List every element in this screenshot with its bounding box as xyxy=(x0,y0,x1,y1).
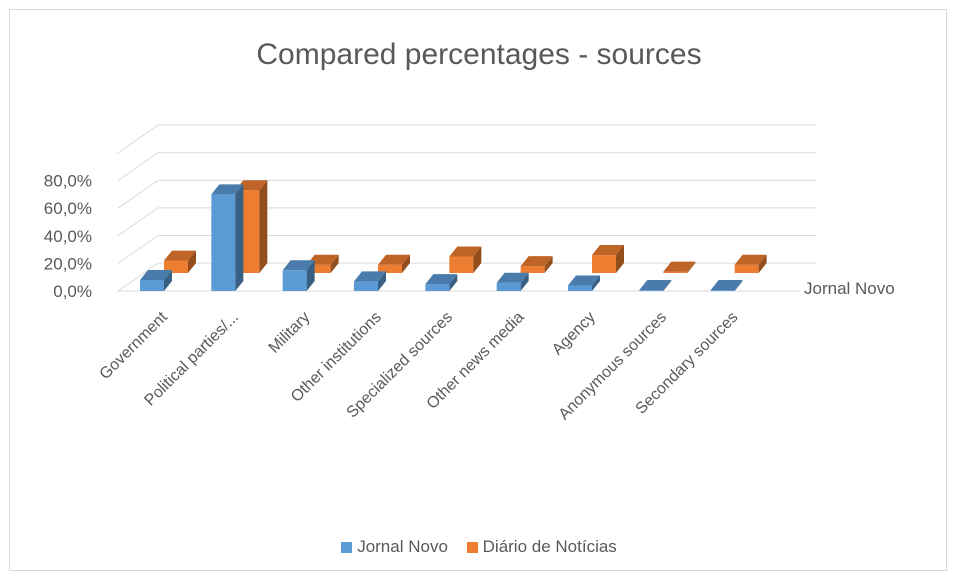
bar-2-6-top xyxy=(592,245,624,256)
bar-2-4-side xyxy=(473,246,482,273)
category-label-2: Military xyxy=(266,309,314,357)
gridline-diagonal-top xyxy=(117,124,159,154)
bar-2-2-side xyxy=(330,254,339,273)
bar-1-5-front xyxy=(496,282,521,291)
bar-1-8-front xyxy=(710,290,735,291)
bar-2-3-top xyxy=(378,254,410,265)
bar-1-1-top xyxy=(211,184,244,195)
chart-frame xyxy=(9,9,947,571)
bar-2-5-top xyxy=(520,256,553,267)
bar-1-8-top xyxy=(710,280,743,290)
legend-label-series-2: Diário de Notícias xyxy=(482,537,617,556)
gridline-diagonal-2 xyxy=(117,207,159,237)
bar-2-5-front xyxy=(520,266,545,273)
bar-1-3-top xyxy=(354,271,386,282)
bar-2-3-side xyxy=(402,254,410,273)
legend-item-series-1: Jornal Novo xyxy=(341,537,448,557)
bar-1-3-side xyxy=(378,271,386,291)
bar-2-8-top xyxy=(734,254,767,265)
bar-2-5-side xyxy=(544,256,553,273)
bar-2-0-side xyxy=(188,250,196,273)
legend-item-series-2: Diário de Notícias xyxy=(466,537,617,557)
legend: Jornal Novo Diário de Notícias xyxy=(0,537,958,558)
legend-label-series-1: Jornal Novo xyxy=(357,537,448,556)
bar-1-1-front xyxy=(211,194,236,291)
y-tick-label-2: 40,0% xyxy=(44,227,92,246)
bar-2-8-front xyxy=(734,264,759,273)
bar-2-2-front xyxy=(306,264,331,273)
y-tick-label-1: 20,0% xyxy=(44,254,92,273)
y-tick-label-3: 60,0% xyxy=(44,199,92,218)
bar-1-7-front xyxy=(639,290,664,291)
bar-2-1-side xyxy=(259,180,268,273)
bar-1-5-side xyxy=(520,272,529,291)
bar-1-6-front xyxy=(568,285,592,291)
gridline-diagonal-4 xyxy=(117,152,159,182)
bar-1-6-top xyxy=(568,275,600,286)
bar-2-3-front xyxy=(378,264,402,273)
bar-1-1-side xyxy=(235,184,244,291)
bar-1-4-side xyxy=(449,274,458,291)
bar-1-0-top xyxy=(140,269,172,280)
bar-1-4-top xyxy=(425,274,458,285)
bar-1-3-front xyxy=(354,281,378,291)
bar-1-7-top xyxy=(639,280,672,290)
bar-1-2-front xyxy=(282,270,307,291)
bar-1-0-front xyxy=(140,279,164,291)
bar-1-8-side xyxy=(734,280,743,291)
bar-2-8-side xyxy=(758,254,767,273)
depth-axis-label: Jornal Novo xyxy=(804,279,895,298)
bar-1-6-side xyxy=(592,275,600,291)
legend-swatch-series-2 xyxy=(466,541,478,553)
bar-2-0-top xyxy=(164,250,196,261)
gridline-diagonal-3 xyxy=(117,179,159,209)
bar-2-7-side xyxy=(687,261,696,273)
category-label-0: Government xyxy=(97,308,172,383)
bar-2-4-front xyxy=(449,256,474,273)
bar-1-2-top xyxy=(282,260,315,271)
bar-1-2-side xyxy=(306,260,315,291)
bar-2-7-front xyxy=(663,271,688,273)
bar-2-7-top xyxy=(663,261,696,272)
y-tick-label-4: 80,0% xyxy=(44,172,92,191)
y-tick-label-0: 0,0% xyxy=(53,282,92,301)
bar-2-6-front xyxy=(592,255,616,273)
gridline-diagonal-0 xyxy=(117,262,159,292)
category-label-6: Agency xyxy=(549,309,599,359)
bar-1-0-side xyxy=(164,269,172,291)
bar-2-6-side xyxy=(616,245,624,273)
bar-1-7-side xyxy=(663,280,672,291)
bar-1-4-front xyxy=(425,284,450,291)
legend-swatch-series-1 xyxy=(341,541,353,553)
bar-2-4-top xyxy=(449,246,482,257)
gridline-diagonal-1 xyxy=(117,235,159,264)
chart-title: Compared percentages - sources xyxy=(256,38,702,71)
bar-2-0-front xyxy=(164,260,188,273)
bar-1-5-top xyxy=(496,272,529,283)
